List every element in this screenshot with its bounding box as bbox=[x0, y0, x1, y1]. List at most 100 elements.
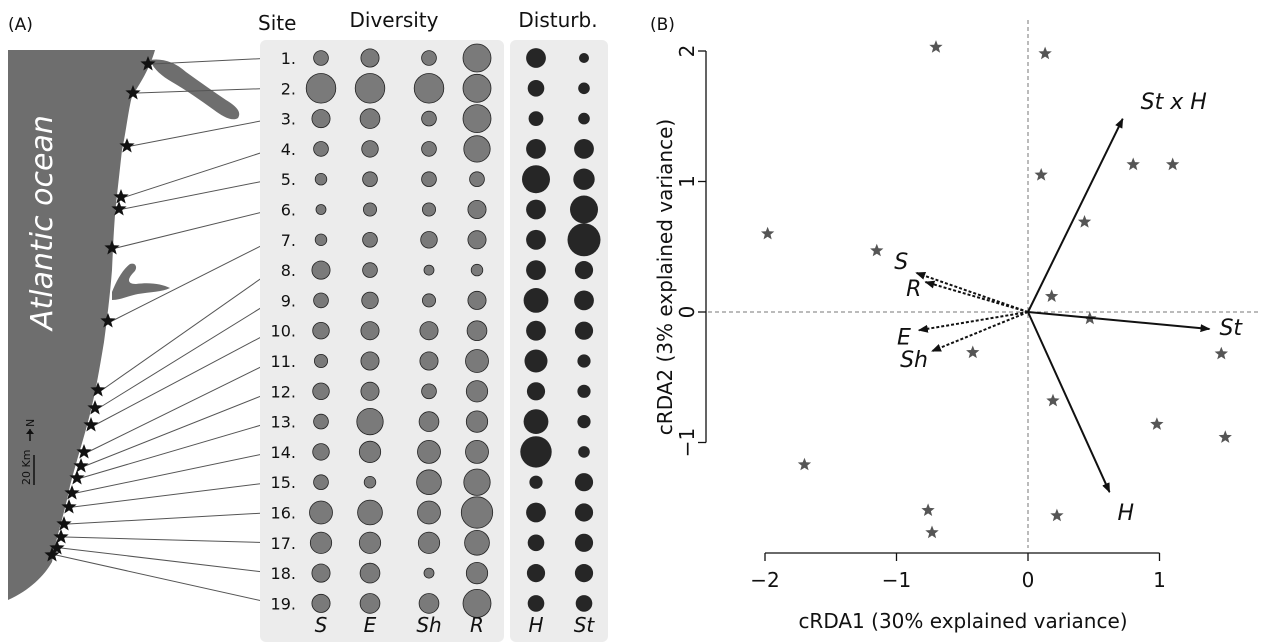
site-point bbox=[761, 226, 775, 240]
site-point bbox=[1077, 215, 1092, 228]
site-line bbox=[87, 360, 274, 453]
site-number: 8. bbox=[281, 261, 296, 280]
site-star bbox=[76, 444, 92, 459]
bubble-s bbox=[305, 73, 337, 104]
x-tick-label: −2 bbox=[750, 568, 779, 592]
scale-label: 20 Km bbox=[20, 450, 33, 485]
lagoon-north bbox=[150, 59, 240, 120]
site-number: 15. bbox=[271, 473, 296, 492]
bubble-r bbox=[462, 589, 492, 618]
column-label: R bbox=[470, 613, 484, 637]
bubble-s bbox=[313, 50, 329, 66]
vector-label: Sh bbox=[900, 348, 928, 373]
bubble-sh bbox=[421, 110, 437, 127]
north-label: N bbox=[24, 419, 37, 427]
site-number: 12. bbox=[271, 382, 296, 401]
site-line bbox=[94, 330, 274, 426]
bubble-s bbox=[312, 382, 330, 401]
bubble-r bbox=[466, 320, 488, 342]
bubble-sh bbox=[421, 171, 437, 188]
bubble-st bbox=[574, 321, 594, 340]
bubble-e bbox=[357, 499, 383, 526]
bubble-st bbox=[577, 415, 591, 429]
bubble-e bbox=[360, 351, 380, 371]
y-axis-label: cRDA2 (3% explained variance) bbox=[653, 119, 677, 435]
site-point bbox=[929, 40, 943, 53]
bubble-st bbox=[573, 168, 595, 190]
site-number: 7. bbox=[281, 231, 296, 250]
site-point bbox=[797, 457, 812, 471]
site-number: 13. bbox=[271, 413, 296, 432]
site-number: 10. bbox=[271, 322, 296, 341]
bubble-r bbox=[464, 529, 490, 556]
bubble-sh bbox=[423, 264, 435, 276]
site-line bbox=[136, 87, 274, 94]
bubble-s bbox=[311, 563, 331, 583]
bubble-h bbox=[522, 165, 550, 194]
site-number: 18. bbox=[271, 564, 296, 583]
site-numbers: 1. 2. 3. 4. 5. 6. 7. 8. 9. 10. 11. 12. 13. 14. 15. 16. 1… bbox=[271, 49, 296, 613]
bubble-r bbox=[465, 410, 489, 433]
site-star bbox=[111, 201, 127, 216]
site-line bbox=[64, 536, 274, 544]
bubble-s bbox=[309, 500, 333, 525]
panel-b-label: (B) bbox=[650, 15, 675, 35]
vector-label: S bbox=[894, 250, 908, 275]
site-star bbox=[64, 485, 80, 500]
bubble-e bbox=[362, 232, 378, 248]
vector-arrow bbox=[1027, 311, 1211, 333]
bubble-r bbox=[467, 230, 487, 250]
site-line bbox=[72, 481, 274, 508]
site-stars bbox=[44, 56, 156, 562]
column-label: Sh bbox=[416, 613, 441, 637]
site-number: 9. bbox=[281, 291, 296, 310]
vector-arrow bbox=[1027, 311, 1111, 494]
bubble-r bbox=[467, 199, 487, 219]
site-line bbox=[80, 421, 274, 479]
bubble-r bbox=[462, 104, 492, 133]
site-point bbox=[1150, 417, 1164, 430]
bubble-st bbox=[575, 595, 593, 612]
bubble-sh bbox=[417, 500, 441, 525]
site-star bbox=[104, 240, 120, 255]
site-line bbox=[101, 269, 274, 391]
bubble-st bbox=[578, 112, 590, 125]
panel-a: (A) Atlantic ocean 20 Km N Site Diversit… bbox=[8, 8, 608, 642]
diversity-header: Diversity bbox=[350, 8, 439, 32]
bubble-st bbox=[578, 82, 590, 95]
bubble-r bbox=[460, 496, 494, 529]
vector-arrow bbox=[917, 311, 1029, 333]
site-line bbox=[67, 512, 274, 525]
site-point bbox=[1045, 289, 1059, 302]
bubble-e bbox=[358, 531, 382, 554]
bubble-s bbox=[314, 233, 328, 247]
x-axis-label: cRDA1 (30% explained variance) bbox=[798, 609, 1127, 633]
vector-label: St bbox=[1219, 316, 1243, 341]
bubble-h bbox=[526, 260, 546, 280]
bubble-e bbox=[359, 108, 381, 129]
bubble-st bbox=[570, 195, 598, 224]
site-line bbox=[98, 299, 274, 409]
bubble-sh bbox=[417, 531, 441, 554]
bubble-e bbox=[356, 407, 384, 436]
bubble-r bbox=[462, 73, 492, 103]
site-star bbox=[125, 85, 141, 100]
site-star bbox=[100, 313, 116, 328]
site-line bbox=[111, 239, 274, 322]
bubble-sh bbox=[421, 141, 437, 157]
bubble-sh bbox=[420, 231, 438, 249]
bubble-s bbox=[311, 260, 331, 280]
bubble-sh bbox=[421, 293, 436, 308]
bubble-sh bbox=[421, 50, 437, 66]
site-line bbox=[122, 178, 274, 210]
site-point bbox=[1126, 157, 1140, 171]
bubble-st bbox=[574, 139, 594, 159]
bubble-st bbox=[577, 354, 591, 368]
site-number: 4. bbox=[281, 140, 296, 159]
bubble-h bbox=[523, 409, 549, 434]
site-line bbox=[84, 390, 274, 467]
site-number: 17. bbox=[271, 534, 296, 553]
